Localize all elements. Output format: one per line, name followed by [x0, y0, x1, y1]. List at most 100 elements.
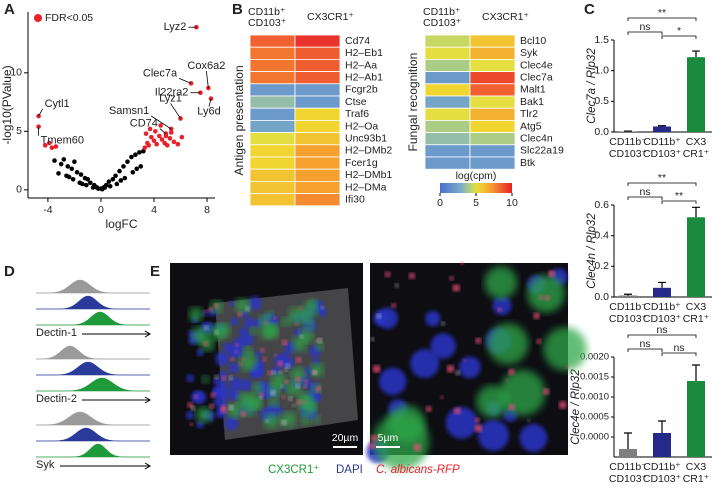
blob — [288, 396, 293, 401]
heat-cell — [424, 95, 471, 109]
blob — [391, 303, 397, 308]
x-tick-label: CX3 — [686, 301, 707, 313]
point — [125, 159, 130, 165]
heat-cell — [469, 132, 516, 146]
blob — [201, 375, 210, 384]
point — [78, 172, 84, 177]
significance-label: ns — [639, 21, 650, 33]
error-bar — [624, 432, 632, 449]
point — [84, 182, 89, 188]
blob — [314, 338, 319, 342]
histogram — [36, 427, 150, 442]
point — [138, 164, 144, 169]
bar — [653, 287, 671, 297]
blob — [310, 362, 324, 377]
y-tick-label: 0.5 — [594, 95, 609, 107]
blob — [285, 363, 291, 369]
heat-cell — [249, 132, 296, 146]
x-tick-label: CD103⁺ — [609, 313, 648, 325]
blob — [242, 357, 246, 361]
y-tick-label: 10 — [10, 67, 22, 79]
gene-label: Ly6d — [197, 105, 220, 117]
point — [142, 145, 148, 150]
point — [72, 159, 77, 165]
heat-cell — [249, 144, 296, 158]
blob — [446, 365, 455, 373]
blob — [460, 261, 465, 266]
leader-line — [38, 108, 43, 117]
significance-bracket — [627, 17, 697, 21]
y-tick-label: 0.0015 — [580, 372, 609, 383]
blob — [317, 307, 327, 317]
point — [114, 181, 120, 187]
blob — [487, 323, 529, 365]
heat-cell — [249, 59, 296, 73]
panel-label: D — [4, 263, 15, 280]
blob — [497, 307, 502, 313]
blob — [229, 317, 239, 326]
point — [95, 186, 101, 191]
blob — [203, 341, 209, 347]
blob — [214, 374, 219, 380]
heat-cell — [424, 107, 471, 121]
bar — [619, 449, 637, 457]
row-label: H2–DMb2 — [345, 145, 392, 157]
point — [58, 161, 64, 167]
legend-marker — [34, 14, 42, 22]
heat-cell — [249, 120, 296, 134]
significance-label: ** — [658, 172, 666, 184]
heat-cell — [294, 46, 341, 60]
gene-label: CD74 — [130, 118, 158, 130]
blob — [213, 394, 228, 409]
x-axis-label: logFC — [105, 217, 137, 231]
blob — [221, 375, 227, 381]
y-tick-label: 0.0 — [594, 291, 609, 303]
blob — [253, 350, 262, 359]
heat-cell — [294, 34, 341, 48]
column-label: CD11b⁺ — [248, 6, 286, 18]
gene-label: Tmem60 — [41, 135, 84, 147]
blob — [292, 403, 296, 408]
blob — [303, 384, 307, 389]
row-label: H2–DMa — [345, 181, 387, 193]
blob — [474, 424, 483, 433]
point — [141, 148, 146, 154]
x-tick-label: CD11b⁻ — [609, 461, 647, 473]
gene-label: Cytl1 — [45, 98, 70, 110]
colorbar-tick-label: 5 — [473, 197, 479, 209]
blob — [195, 406, 212, 423]
blob — [260, 347, 265, 353]
blob — [216, 323, 231, 338]
blob — [508, 368, 515, 376]
heat-cell — [249, 168, 296, 182]
blob — [258, 314, 271, 326]
blob — [376, 307, 399, 329]
row-label: Btk — [520, 157, 536, 169]
arrow — [82, 396, 151, 404]
bar — [619, 131, 637, 132]
blob — [224, 416, 239, 431]
heat-cell — [249, 71, 296, 85]
blob — [280, 384, 284, 388]
blob — [519, 424, 548, 452]
heat-cell — [294, 120, 341, 134]
blob — [281, 395, 286, 400]
bar — [687, 57, 705, 132]
x-tick-label: 4 — [151, 204, 157, 216]
colorbar-label: log(cpm) — [456, 170, 497, 182]
histogram — [36, 361, 150, 376]
blob — [449, 275, 454, 281]
point — [102, 185, 108, 190]
gene-label: Il22ra2 — [155, 87, 189, 99]
blob — [492, 296, 512, 315]
blob — [185, 411, 195, 420]
significance-bracket — [627, 196, 663, 200]
blob — [190, 405, 196, 411]
blob — [544, 295, 550, 301]
blob — [378, 367, 407, 396]
leader-line — [208, 98, 212, 107]
blob — [263, 412, 280, 429]
point — [168, 130, 174, 135]
blob — [234, 349, 238, 354]
blob — [474, 417, 480, 423]
